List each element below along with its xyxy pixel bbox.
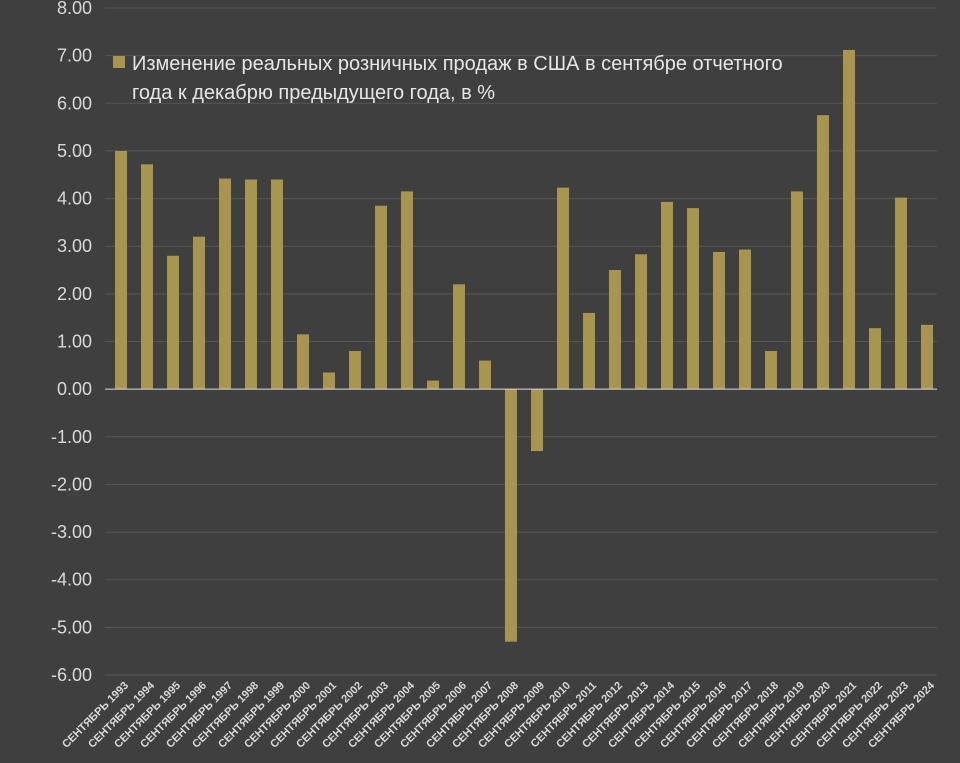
bar — [453, 284, 465, 390]
y-tick-label: 1.00 — [57, 332, 92, 352]
bar — [141, 164, 153, 390]
bar — [219, 178, 231, 390]
bar — [479, 360, 491, 390]
bar — [817, 115, 829, 390]
legend-label-line-1: Изменение реальных розничных продаж в СШ… — [132, 53, 783, 75]
bar — [583, 312, 595, 390]
bar — [349, 351, 361, 390]
bar — [401, 191, 413, 390]
gridlines — [105, 7, 937, 676]
bar — [843, 49, 855, 390]
bar — [713, 251, 725, 390]
bar — [687, 208, 699, 390]
bar — [739, 249, 751, 390]
y-tick-label: -2.00 — [51, 474, 92, 494]
bar — [557, 187, 569, 390]
y-tick-label: 0.00 — [57, 379, 92, 399]
bar — [167, 255, 179, 390]
bar — [895, 197, 907, 390]
bar — [765, 351, 777, 390]
y-tick-label: -3.00 — [51, 522, 92, 542]
y-tick-label: 6.00 — [57, 93, 92, 113]
bar — [661, 201, 673, 390]
y-tick-label: -4.00 — [51, 570, 92, 590]
y-tick-label: -5.00 — [51, 617, 92, 637]
bar — [323, 372, 335, 390]
y-tick-label: 4.00 — [57, 189, 92, 209]
bars — [115, 49, 933, 642]
bar — [921, 324, 933, 390]
y-tick-label: 2.00 — [57, 284, 92, 304]
y-tick-label: 3.00 — [57, 236, 92, 256]
bar — [869, 328, 881, 390]
y-axis-ticks: 8.00 7.00 6.00 5.00 4.00 3.00 2.00 1.00 0.00 -1.0… — [51, 0, 92, 685]
legend-swatch — [113, 56, 125, 68]
legend-label-line-2: года к декабрю предыдущего года, в % — [132, 82, 495, 104]
bar — [193, 236, 205, 390]
bar — [115, 150, 127, 390]
legend-label: Изменение реальных розничных продаж в СШ… — [132, 53, 788, 104]
bar — [791, 191, 803, 390]
legend: Изменение реальных розничных продаж в СШ… — [113, 53, 788, 104]
y-tick-label: 8.00 — [57, 0, 92, 18]
y-tick-label: 7.00 — [57, 46, 92, 66]
bar — [609, 270, 621, 390]
bar — [531, 389, 543, 452]
bar — [375, 205, 387, 390]
bar — [245, 179, 257, 390]
y-tick-label: -6.00 — [51, 665, 92, 685]
bar — [635, 254, 647, 390]
bar — [427, 380, 439, 390]
y-tick-label: -1.00 — [51, 427, 92, 447]
y-tick-label: 5.00 — [57, 141, 92, 161]
bar — [271, 179, 283, 390]
bar — [297, 334, 309, 390]
bar — [505, 389, 517, 642]
